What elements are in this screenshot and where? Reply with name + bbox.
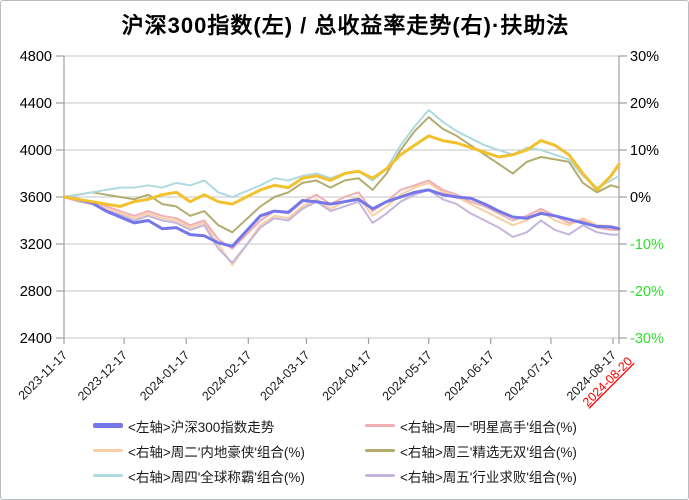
right-axis-label: 10% [630,143,659,159]
chart-title: 沪深300指数(左) / 总收益率走势(右)·扶助法 [121,13,570,38]
series-line-4 [63,116,620,234]
legend-swatch-thursday [93,473,123,478]
legend-label-tuesday: <右轴>周二'内地豪侠'组合(%) [128,444,305,460]
legend-label-monday: <右轴>周一'明星高手'组合(%) [400,419,577,435]
legend-swatch-wednesday [365,448,395,453]
x-axis-label: 2024-02-17 [199,348,254,403]
legend-swatch-friday [365,473,395,478]
legend-label-friday: <右轴>周五'行业求败'组合(%) [400,469,577,485]
legend-item-friday: <右轴>周五'行业求败'组合(%) [365,463,665,488]
x-axis-label: 2024-06-17 [442,348,497,403]
legend-swatch-monday [365,423,395,428]
x-axis-label: 2024-07-17 [502,348,557,403]
legend-item-csi300: <左轴>沪深300指数走势 [93,413,365,438]
x-axis-label: 2023-11-17 [16,348,70,402]
series-line-0 [62,188,621,248]
legend-item-wednesday: <右轴>周三'精选无双'组合(%) [365,438,665,463]
x-axis-label: 2024-01-17 [137,348,192,403]
right-axis-label: -10% [630,237,664,253]
x-axis-label: 2023-12-17 [75,348,130,403]
x-axis-label: 2024-03-17 [257,348,312,403]
legend-column-left: <左轴>沪深300指数走势 <右轴>周二'内地豪侠'组合(%) <右轴>周四'全… [93,413,365,488]
legend-item-tuesday: <右轴>周二'内地豪侠'组合(%) [93,438,365,463]
legend: <左轴>沪深300指数走势 <右轴>周二'内地豪侠'组合(%) <右轴>周四'全… [1,413,688,488]
right-axis-label: 20% [630,96,659,112]
legend-swatch-csi300 [93,423,123,428]
series-line-2 [63,109,620,198]
legend-label-wednesday: <右轴>周三'精选无双'组合(%) [400,444,577,460]
left-axis-label: 4000 [20,143,52,159]
right-axis-label: -30% [630,331,664,347]
left-axis-label: 4400 [20,96,52,112]
right-axis-label: 30% [630,49,659,65]
right-axis-label: 0% [630,190,651,206]
left-axis-label: 3200 [20,237,52,253]
right-axis-label: -20% [630,284,664,300]
legend-label-thursday: <右轴>周四'全球称霸'组合(%) [128,469,305,485]
legend-label-csi300: <左轴>沪深300指数走势 [128,419,275,435]
x-axis-label: 2024-04-17 [320,348,375,403]
left-axis-label: 3600 [20,190,52,206]
legend-swatch-tuesday [93,448,123,453]
legend-column-right: <右轴>周一'明星高手'组合(%) <右轴>周三'精选无双'组合(%) <右轴>… [365,413,665,488]
legend-item-thursday: <右轴>周四'全球称霸'组合(%) [93,463,365,488]
series-line-3 [63,179,620,250]
series-line-5 [63,188,620,264]
left-axis-label: 2400 [20,331,52,347]
x-axis-label: 2024-05-17 [380,348,435,403]
left-axis-label: 2800 [20,284,52,300]
plot-area: 4800 30% 4400 20% 4000 10% 3600 0% 3200 -10% 2800 -… [16,49,664,409]
left-axis-label: 4800 [20,49,52,65]
legend-item-monday: <右轴>周一'明星高手'组合(%) [365,413,665,438]
series-line-6 [62,134,621,208]
